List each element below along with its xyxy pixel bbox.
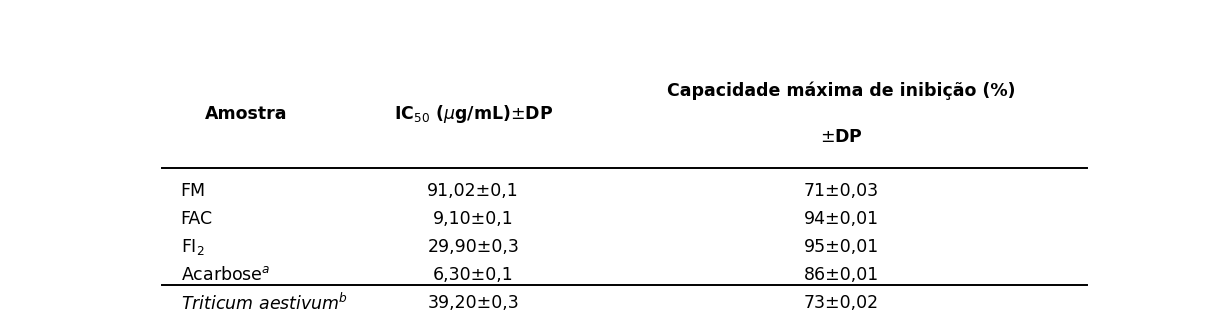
Text: 6,30±0,1: 6,30±0,1	[432, 266, 514, 284]
Text: 95±0,01: 95±0,01	[804, 238, 879, 256]
Text: Amostra: Amostra	[206, 105, 287, 123]
Text: 73±0,02: 73±0,02	[804, 294, 879, 312]
Text: 71±0,03: 71±0,03	[804, 182, 879, 200]
Text: FAC: FAC	[180, 210, 213, 228]
Text: Capacidade máxima de inibição (%): Capacidade máxima de inibição (%)	[667, 82, 1016, 100]
Text: Acarbose$^a$: Acarbose$^a$	[180, 266, 270, 284]
Text: 86±0,01: 86±0,01	[804, 266, 879, 284]
Text: 94±0,01: 94±0,01	[804, 210, 879, 228]
Text: 91,02±0,1: 91,02±0,1	[428, 182, 519, 200]
Text: $\pm$DP: $\pm$DP	[820, 128, 862, 146]
Text: IC$_{50}$ ($\mu$g/mL)$\pm$DP: IC$_{50}$ ($\mu$g/mL)$\pm$DP	[393, 103, 553, 125]
Text: FI$_2$: FI$_2$	[180, 237, 205, 257]
Text: $\mathit{Triticum\ aestivum}$$^b$: $\mathit{Triticum\ aestivum}$$^b$	[180, 292, 347, 314]
Text: 29,90±0,3: 29,90±0,3	[428, 238, 519, 256]
Text: 39,20±0,3: 39,20±0,3	[428, 294, 519, 312]
Text: FM: FM	[180, 182, 206, 200]
Text: 9,10±0,1: 9,10±0,1	[432, 210, 514, 228]
